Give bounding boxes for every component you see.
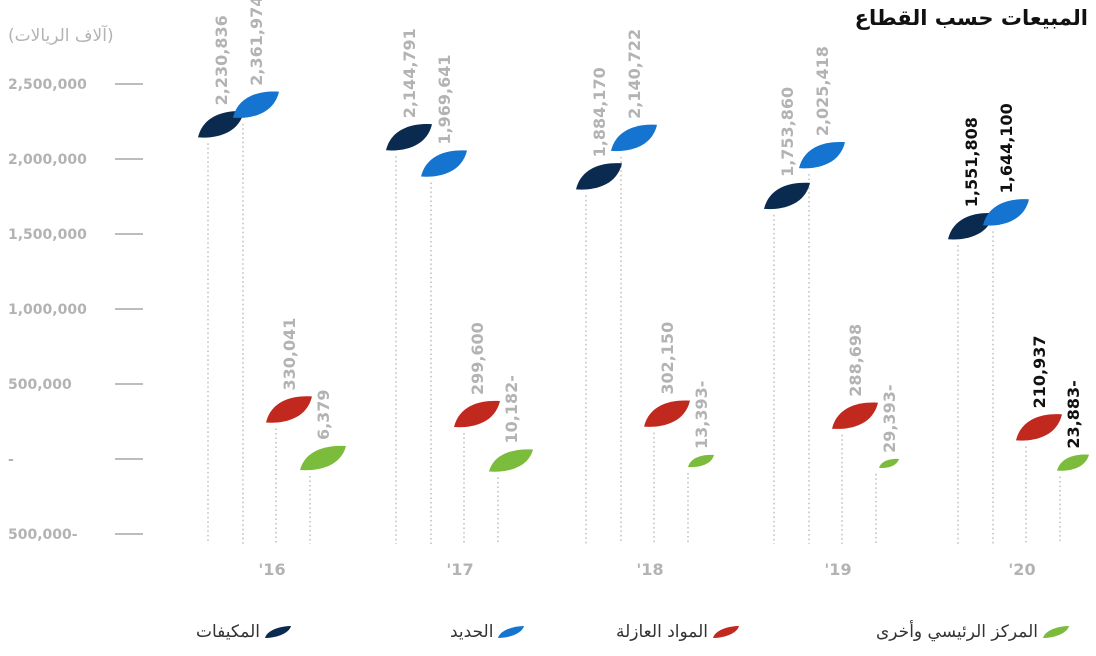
data-label-air-conditioners: 2,230,836 xyxy=(212,15,231,105)
leaf-marker-insulation xyxy=(1016,414,1062,441)
data-label-hq-other: 13,393- xyxy=(692,381,711,449)
leaf-marker-insulation xyxy=(644,400,690,427)
leaf-marker-air-conditioners xyxy=(948,213,994,240)
data-label-steel: 2,140,722 xyxy=(625,29,644,119)
data-label-insulation: 210,937 xyxy=(1030,335,1049,408)
legend-item-hq-other: المركز الرئيسي وأخرى xyxy=(876,622,1071,642)
y-tick-label: 1,500,000 xyxy=(8,227,87,243)
legend-swatch-icon xyxy=(498,626,525,638)
leaf-marker-steel xyxy=(983,199,1029,226)
leaf-marker-air-conditioners xyxy=(576,163,622,190)
legend-label: المكيفات xyxy=(196,622,261,642)
legend-swatch-icon xyxy=(713,626,739,638)
data-label-steel: 1,969,641 xyxy=(435,54,454,144)
y-tick-label: 1,000,000 xyxy=(8,302,87,318)
leaf-marker-hq-other xyxy=(1057,454,1089,471)
data-labels: 2,230,836 2,144,791 1,884,170 1,753,860 1,55… xyxy=(212,0,1083,453)
y-tick-label: 2,000,000 xyxy=(8,152,87,168)
y-axis: 2,500,000 2,000,000 1,500,000 1,000,000 500,… xyxy=(8,77,143,543)
legend-label: المركز الرئيسي وأخرى xyxy=(876,622,1038,642)
x-tick-label: '16 xyxy=(258,560,285,579)
leaf-marker-steel xyxy=(799,141,845,169)
leaf-marker-insulation xyxy=(832,402,878,429)
x-tick-label: '20 xyxy=(1008,560,1035,579)
chart-title: المبيعات حسب القطاع xyxy=(854,6,1088,30)
data-label-hq-other: 10,182- xyxy=(502,375,521,443)
x-tick-label: '17 xyxy=(446,560,473,579)
data-label-hq-other: 6,379 xyxy=(314,389,333,440)
x-tick-label: '19 xyxy=(824,560,851,579)
data-label-steel: 2,025,418 xyxy=(813,46,832,136)
legend-swatch-icon xyxy=(265,626,292,638)
data-label-steel: 2,361,974 xyxy=(247,0,266,86)
leaf-marker-hq-other xyxy=(879,458,899,468)
y-tick-label: - xyxy=(8,452,14,468)
leaf-marker-insulation xyxy=(454,400,500,428)
data-label-steel: 1,644,100 xyxy=(997,103,1016,193)
leaf-marker-air-conditioners xyxy=(198,111,244,138)
data-markers xyxy=(198,91,1089,472)
unit-label: (آلاف الريالات) xyxy=(8,26,114,46)
data-label-insulation: 299,600 xyxy=(468,322,487,395)
leaf-marker-steel xyxy=(233,91,279,118)
leaf-marker-steel xyxy=(611,124,657,152)
data-label-air-conditioners: 1,884,170 xyxy=(590,67,609,157)
data-label-insulation: 302,150 xyxy=(658,322,677,395)
legend-item-insulation: المواد العازلة xyxy=(616,622,741,642)
data-label-hq-other: 29,393- xyxy=(880,385,899,453)
data-label-air-conditioners: 2,144,791 xyxy=(400,28,419,118)
legend-swatch-icon xyxy=(1043,626,1069,638)
y-tick-label: 2,500,000 xyxy=(8,77,87,93)
data-label-air-conditioners: 1,753,860 xyxy=(778,87,797,177)
y-tick-label: 500,000- xyxy=(8,527,78,543)
x-axis: '16 '17 '18 '19 '20 xyxy=(258,560,1035,579)
legend-label: الحديد xyxy=(450,622,494,642)
legend-item-air-conditioners: المكيفات xyxy=(196,622,293,642)
leaf-marker-hq-other xyxy=(489,449,533,472)
leaf-marker-steel xyxy=(421,150,467,177)
legend-item-steel: الحديد xyxy=(450,622,526,642)
legend: المكيفات الحديد المواد العازلة المركز الرئي… xyxy=(0,622,1096,652)
leaf-marker-air-conditioners xyxy=(386,124,432,151)
data-label-insulation: 288,698 xyxy=(846,324,865,397)
data-label-air-conditioners: 1,551,808 xyxy=(962,117,981,207)
leaf-marker-air-conditioners xyxy=(764,182,810,210)
x-tick-label: '18 xyxy=(636,560,663,579)
legend-label: المواد العازلة xyxy=(616,622,708,642)
data-label-insulation: 330,041 xyxy=(280,318,299,391)
leaf-marker-hq-other xyxy=(688,454,714,468)
sales-by-segment-chart: 2,500,000 2,000,000 1,500,000 1,000,000 500,… xyxy=(8,0,1089,579)
leaf-marker-insulation xyxy=(266,396,312,423)
data-label-hq-other: 23,883- xyxy=(1064,380,1083,448)
leaf-marker-hq-other xyxy=(300,445,346,471)
y-tick-label: 500,000 xyxy=(8,377,72,393)
stem-lines xyxy=(207,123,1061,544)
